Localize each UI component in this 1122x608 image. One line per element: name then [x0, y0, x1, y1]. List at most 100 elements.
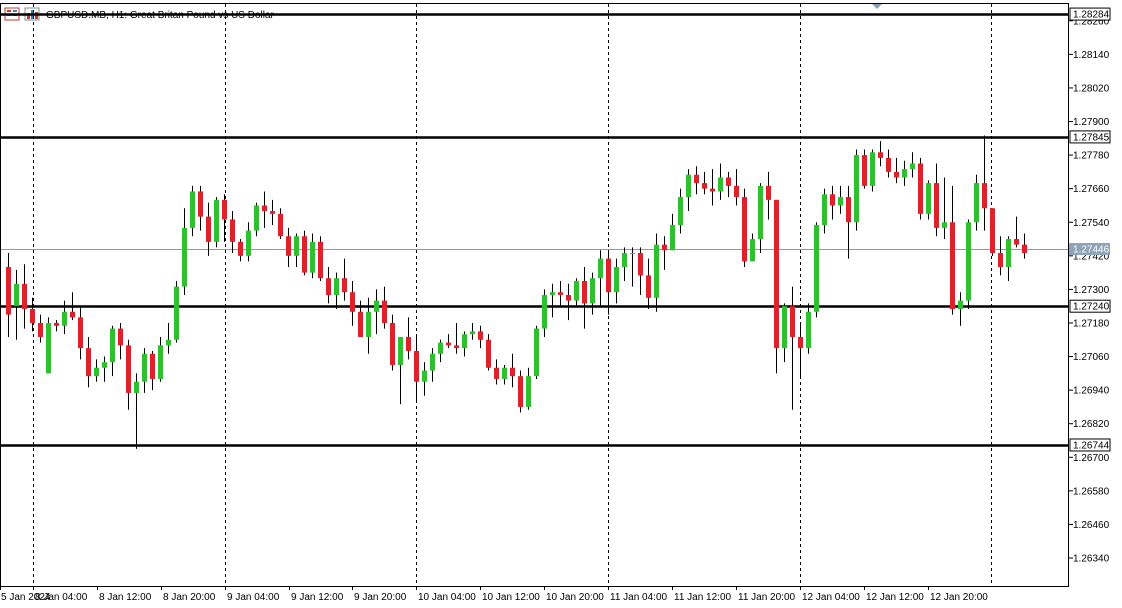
time-tick-label: 5 Jan 2024 — [1, 592, 51, 603]
bull-candle-body — [550, 292, 555, 295]
candle — [862, 149, 867, 189]
bear-candle-body — [222, 199, 227, 220]
time-tick-label: 10 Jan 20:00 — [546, 592, 604, 603]
price-tick-label: 1.27660 — [1073, 184, 1110, 195]
bear-candle-body — [734, 185, 739, 198]
candle — [430, 348, 435, 382]
level-price-label: 1.28284 — [1073, 10, 1110, 21]
bull-candle-body — [526, 376, 531, 407]
bull-candle-body — [462, 334, 467, 349]
time-tick-label: 11 Jan 04:00 — [610, 592, 668, 603]
bull-candle-body — [678, 197, 683, 226]
bull-candle-body — [422, 370, 427, 382]
bear-candle-body — [702, 183, 707, 189]
candle — [238, 239, 243, 262]
candle — [422, 362, 427, 396]
candle — [190, 185, 195, 237]
candle — [222, 194, 227, 242]
bull-candle-body — [854, 155, 859, 223]
bid-price-box — [1069, 243, 1110, 255]
price-tick-label: 1.27060 — [1073, 352, 1110, 363]
bull-candle-body — [782, 306, 787, 349]
candle — [230, 211, 235, 254]
price-tick-label: 1.27780 — [1073, 151, 1110, 162]
candle — [502, 364, 507, 385]
price-tick-label: 1.28140 — [1073, 50, 1110, 61]
bear-candle-body — [126, 345, 131, 393]
bear-candle-body — [982, 183, 987, 209]
bear-candle-body — [454, 345, 459, 349]
candle — [286, 227, 291, 268]
candle — [742, 188, 747, 268]
bull-candle-body — [254, 205, 259, 231]
candle — [790, 286, 795, 410]
candle — [854, 149, 859, 231]
bull-candle-body — [366, 311, 371, 337]
bull-candle-body — [966, 222, 971, 301]
time-tick-label: 8 Jan 20:00 — [163, 592, 216, 603]
bear-candle-body — [894, 171, 899, 178]
candle — [38, 314, 43, 343]
time-tick-label: 12 Jan 04:00 — [802, 592, 860, 603]
bull-candle-body — [310, 241, 315, 273]
shift-marker-icon[interactable] — [872, 4, 882, 9]
candles — [6, 135, 1027, 449]
candle — [30, 297, 35, 332]
bull-candle-body — [134, 381, 139, 393]
bear-candle-body — [270, 211, 275, 214]
time-tick-label: 8 Jan 04:00 — [35, 592, 88, 603]
time-tick-label: 9 Jan 04:00 — [227, 592, 280, 603]
bear-candle-body — [6, 267, 11, 315]
candle — [606, 253, 611, 315]
bear-candle-body — [726, 177, 731, 186]
candle — [174, 281, 179, 343]
candle — [566, 283, 571, 321]
bull-candle-body — [958, 300, 963, 309]
candle — [462, 331, 467, 357]
bear-candle-body — [78, 317, 83, 349]
bull-candle-body — [438, 342, 443, 354]
bear-candle-body — [86, 348, 91, 377]
bear-candle-body — [70, 311, 75, 318]
candle — [934, 163, 939, 237]
bull-candle-body — [334, 278, 339, 295]
candle — [158, 336, 163, 382]
candle — [54, 320, 59, 332]
candle — [78, 306, 83, 360]
candle — [206, 202, 211, 256]
bear-candle-body — [510, 367, 515, 377]
bull-candle-body — [142, 353, 147, 382]
bull-candle-body — [46, 322, 51, 374]
bull-candle-body — [14, 283, 19, 307]
candle — [374, 289, 379, 335]
bull-candle-body — [806, 311, 811, 349]
bear-candle-body — [518, 376, 523, 407]
bear-candle-body — [118, 328, 123, 346]
bear-candle-body — [886, 157, 891, 172]
candle — [526, 367, 531, 410]
candle — [974, 174, 979, 231]
candle — [702, 171, 707, 195]
bear-candle-body — [790, 306, 795, 337]
candle — [886, 149, 891, 178]
candle — [614, 258, 619, 304]
bear-candle-body — [566, 295, 571, 301]
price-axis[interactable]: 1.26340 1.26460 1.26580 1.26700 1.26820 1.269… — [1069, 7, 1111, 565]
bear-candle-body — [830, 194, 835, 206]
candle — [654, 233, 659, 312]
price-tick-label: 1.27180 — [1073, 318, 1110, 329]
bear-candle-body — [694, 174, 699, 184]
candle — [630, 247, 635, 287]
candle — [358, 300, 363, 337]
bull-candle-body — [838, 197, 843, 206]
bear-candle-body — [238, 241, 243, 256]
bull-candle-body — [542, 295, 547, 329]
bear-candle-body — [38, 322, 43, 337]
bear-candle-body — [446, 342, 451, 346]
price-tick-label: 1.26700 — [1073, 453, 1110, 464]
bear-candle-body — [406, 336, 411, 351]
bull-candle-body — [166, 339, 171, 346]
